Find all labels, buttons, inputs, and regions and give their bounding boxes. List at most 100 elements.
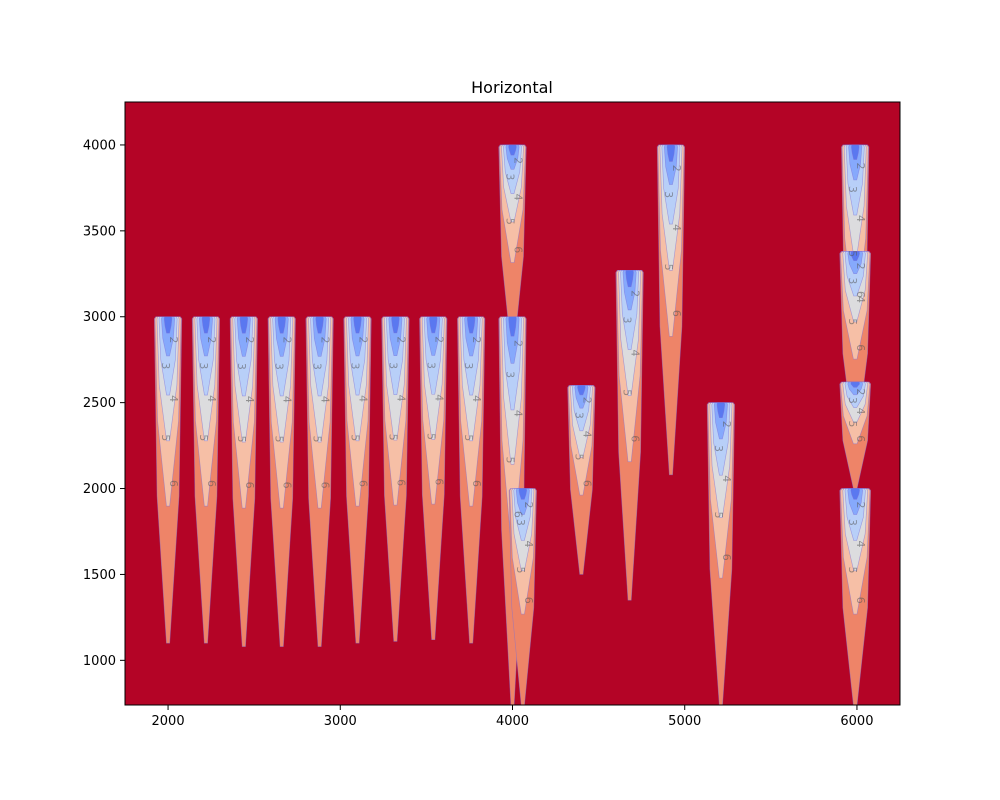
contour-label: 3 [504, 173, 517, 180]
contour-label-layer: 2 3 4 5 6 2 3 4 5 6 2 3 4 5 6 2 3 4 5 6 2 3 4 5 6 2 3 4 5 6 2 3 4 5 6 2 3 4 5 6… [159, 157, 867, 604]
plume [706, 402, 735, 705]
contour-label: 3 [235, 363, 248, 370]
plume [305, 316, 334, 647]
contour-label: 6 [670, 310, 683, 317]
contour-label: 4 [522, 540, 535, 547]
contour-label: 6 [580, 480, 593, 487]
contour-label: 3 [662, 191, 675, 198]
contour-label: 5 [846, 566, 859, 573]
x-tick-label: 5000 [668, 714, 701, 729]
plume [343, 316, 372, 644]
contour-label: 4 [512, 194, 525, 201]
contour-label: 4 [854, 540, 867, 547]
y-tick-label: 1500 [83, 568, 116, 583]
contour-label: 5 [386, 434, 399, 441]
plume [419, 316, 448, 641]
contour-label: 6 [854, 435, 867, 442]
plume [656, 144, 686, 476]
contour-band-core [277, 316, 286, 334]
plume [267, 316, 296, 647]
contour-band-core [163, 316, 173, 334]
contour-band-core [508, 144, 517, 156]
contour-band-core [850, 488, 860, 500]
plume-layer [153, 144, 872, 705]
contour-label: 2 [470, 336, 483, 343]
contour-label: 2 [394, 336, 407, 343]
contour-label: 2 [243, 337, 256, 344]
contour-band-core [429, 316, 438, 334]
contour-label: 6 [281, 482, 294, 489]
contour-label: 3 [386, 362, 399, 369]
plume [508, 488, 537, 705]
contour-label: 5 [846, 318, 859, 325]
contour-label: 6 [357, 480, 370, 487]
contour-label: 5 [311, 435, 324, 442]
contour-label: 3 [712, 445, 725, 452]
contour-label: 6 [522, 597, 535, 604]
contour-label: 4 [720, 475, 733, 482]
contour-band-core [850, 381, 860, 388]
x-axis: 2000 3000 4000 5000 6000 [152, 705, 873, 729]
contour-label: 3 [273, 363, 286, 370]
contour-label: 2 [854, 162, 867, 169]
contour-label: 2 [629, 290, 642, 297]
contour-label: 6 [854, 291, 867, 298]
contour-label: 3 [621, 317, 634, 324]
contour-band-core [508, 316, 517, 337]
contour-label: 4 [319, 396, 332, 403]
contour-label: 6 [167, 480, 180, 487]
plume [567, 385, 596, 575]
contour-band-core [716, 402, 726, 419]
contour-band-core [239, 316, 248, 334]
contour-label: 4 [205, 395, 218, 402]
contour-label: 4 [629, 350, 642, 357]
contour-label: 6 [243, 482, 256, 489]
contour-band-core [467, 316, 476, 334]
y-tick-label: 3500 [83, 224, 116, 239]
x-tick-label: 6000 [840, 714, 873, 729]
contour-label: 6 [319, 482, 332, 489]
x-tick-label: 2000 [152, 714, 185, 729]
contour-label: 5 [712, 511, 725, 518]
contour-band-core [315, 316, 324, 334]
contour-label: 5 [621, 389, 634, 396]
plume [153, 316, 183, 644]
contour-label: 6 [854, 344, 867, 351]
plume [839, 488, 872, 705]
contour-label: 5 [197, 434, 210, 441]
plume [615, 270, 644, 601]
contour-label: 5 [514, 566, 527, 573]
contour-label: 2 [512, 340, 525, 347]
contour-label: 3 [349, 362, 362, 369]
contour-band-core [518, 488, 527, 500]
contour-label: 5 [424, 433, 437, 440]
contour-label: 2 [670, 165, 683, 172]
contour-band-core [391, 316, 400, 334]
contour-label: 2 [432, 336, 445, 343]
contour-band-core [851, 144, 860, 160]
contour-label: 3 [197, 362, 210, 369]
contour-label: 4 [357, 395, 370, 402]
contour-label: 2 [319, 337, 332, 344]
y-tick-label: 4000 [83, 138, 116, 153]
contour-label: 4 [167, 395, 180, 402]
contour-label: 2 [522, 502, 535, 509]
contour-label: 3 [159, 362, 172, 369]
contour-label: 4 [470, 395, 483, 402]
contour-label: 4 [854, 408, 867, 415]
contour-label: 2 [854, 263, 867, 270]
contour-label: 2 [357, 336, 370, 343]
y-axis: 1000 1500 2000 2500 3000 3500 4000 [83, 138, 125, 669]
x-tick-label: 3000 [324, 714, 357, 729]
y-tick-label: 2000 [83, 482, 116, 497]
contour-label: 4 [394, 395, 407, 402]
contour-label: 3 [462, 362, 475, 369]
contour-band-core [625, 270, 634, 288]
contour-label: 3 [846, 277, 859, 284]
plume [191, 316, 221, 644]
contour-label: 6 [205, 480, 218, 487]
contour-label: 4 [281, 396, 294, 403]
y-tick-label: 2500 [83, 396, 116, 411]
contour-label: 5 [273, 435, 286, 442]
